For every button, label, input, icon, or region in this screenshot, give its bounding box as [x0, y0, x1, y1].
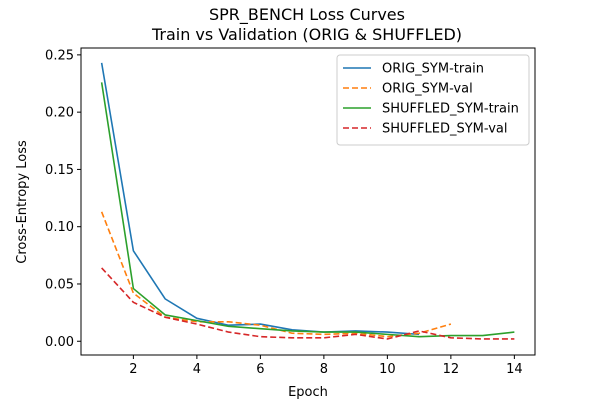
y-axis-ticks: 0.00 0.05 0.10 0.15 0.20 0.25 [45, 48, 81, 350]
legend-label: SHUFFLED_SYM-train [382, 102, 519, 117]
axes-frame [80, 47, 536, 356]
legend-label: ORIG_SYM-val [382, 82, 473, 97]
y-tick-label: 0.10 [45, 220, 74, 235]
x-tick-label: 10 [379, 362, 396, 377]
series-layer [100, 62, 515, 340]
y-tick-label: 0.15 [45, 163, 74, 178]
chart-title-line-2: Train vs Validation (ORIG & SHUFFLED) [151, 25, 462, 44]
x-tick-label: 14 [506, 362, 523, 377]
legend-label: SHUFFLED_SYM-val [382, 122, 508, 137]
x-tick-label: 2 [129, 362, 137, 377]
series-line-shuffled-sym-val [101, 267, 515, 340]
legend-label: ORIG_SYM-train [382, 62, 484, 77]
y-tick-label: 0.05 [45, 277, 74, 292]
legend-frame [336, 54, 530, 146]
x-tick-label: 12 [443, 362, 460, 377]
x-tick-label: 4 [193, 362, 201, 377]
x-tick-label: 8 [320, 362, 328, 377]
y-tick-label: 0.20 [45, 106, 74, 121]
series-line-orig-sym-train [100, 62, 420, 336]
y-tick-label: 0.00 [45, 335, 74, 350]
chart-title-line-1: SPR_BENCH Loss Curves [209, 5, 405, 25]
y-tick-label: 0.25 [45, 48, 74, 63]
x-axis-label: Epoch [288, 385, 328, 400]
x-axis-ticks: 2 4 6 8 10 12 14 [129, 355, 523, 377]
x-tick-label: 6 [256, 362, 264, 377]
series-line-shuffled-sym-train [100, 82, 515, 338]
y-axis-label: Cross-Entropy Loss [15, 140, 30, 264]
legend: ORIG_SYM-train ORIG_SYM-val SHUFFLED_SYM-t… [336, 54, 530, 146]
